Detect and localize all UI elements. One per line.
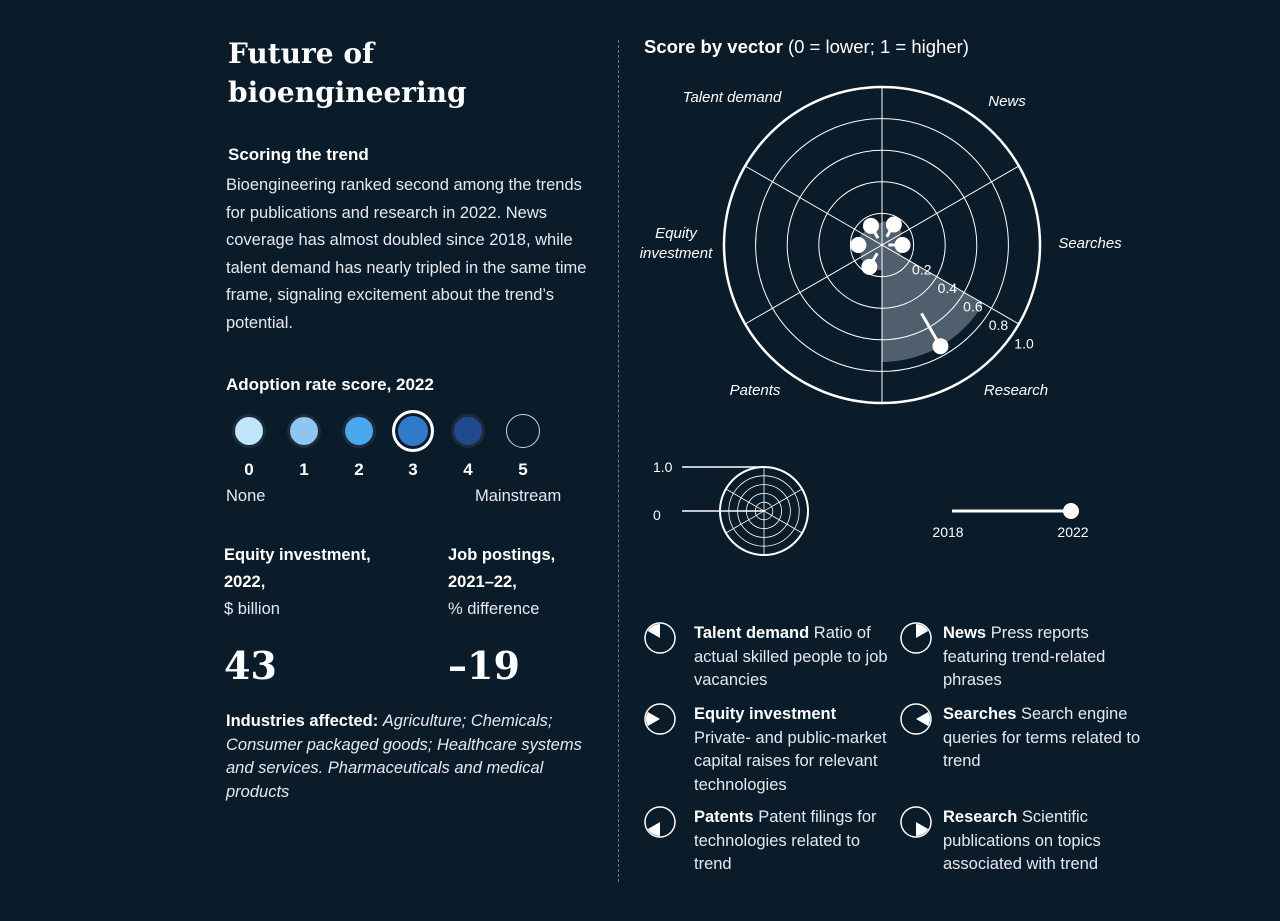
adoption-dot <box>342 414 376 448</box>
searches-icon <box>900 703 932 735</box>
adoption-level-5: 5 <box>498 410 548 480</box>
legend-item-research: Research Scientific publications on topi… <box>943 806 1143 877</box>
news-icon <box>900 622 932 654</box>
adoption-number: 4 <box>463 460 473 479</box>
radial-tick-label: 0.6 <box>963 298 983 314</box>
key-spoke <box>763 488 803 512</box>
legend-item-searches: Searches Search engine queries for terms… <box>943 703 1143 774</box>
industries-value: Agriculture; Chemicals; Consumer package… <box>226 712 582 801</box>
equity-investment-stat: Equity investment, 2022, $ billion 43 <box>224 542 424 688</box>
growth-dot-searches <box>894 237 911 253</box>
equity-label-line2: 2022, <box>224 573 266 591</box>
legend-item-description: Private- and public-market capital raise… <box>694 728 887 794</box>
growth-dot-patents <box>861 258 878 275</box>
year-end-label: 2022 <box>1057 524 1088 540</box>
adoption-dot <box>392 410 434 452</box>
adoption-number: 3 <box>408 460 418 479</box>
legend-item-description: Patent filings for technologies related … <box>694 808 877 873</box>
equity-unit: $ billion <box>224 600 280 618</box>
adoption-number: 2 <box>354 460 364 479</box>
key-spoke <box>763 510 803 534</box>
legend-item-name: Searches <box>943 705 1017 723</box>
jobs-value: –19 <box>448 643 520 688</box>
equity-investment-icon <box>644 703 676 735</box>
key-min-label: 0 <box>653 507 661 523</box>
trend-description: Bioengineering ranked second among the t… <box>226 176 587 332</box>
adoption-dot <box>451 414 485 448</box>
industries-affected: Industries affected: Agriculture; Chemic… <box>226 710 601 804</box>
key-spoke <box>725 488 765 512</box>
chart-title-bold: Score by vector <box>644 36 783 57</box>
industries-label: Industries affected: <box>226 712 379 730</box>
legend-item-patents: Patents Patent filings for technologies … <box>694 806 894 877</box>
adoption-heading: Adoption rate score, 2022 <box>226 375 434 394</box>
legend-item-description: Ratio of actual skilled people to job va… <box>694 624 888 689</box>
radar-wedge-research <box>882 245 984 362</box>
scoring-heading: Scoring the trend <box>228 145 369 164</box>
legend-item-news: News Press reports featuring trend-relat… <box>943 622 1143 693</box>
growth-dot-news <box>885 216 902 233</box>
adoption-level-0: 0 <box>224 410 274 480</box>
adoption-number: 0 <box>244 460 254 479</box>
talent-demand-icon <box>644 622 676 654</box>
equity-value: 43 <box>224 643 277 688</box>
vector-label-talent-demand: Talent demand <box>683 89 782 106</box>
radial-tick-label: 1.0 <box>1014 336 1034 352</box>
patents-icon <box>644 806 676 838</box>
column-divider <box>618 40 619 882</box>
growth-dot-equity-investment <box>850 237 867 253</box>
vector-label-news: News <box>988 93 1026 110</box>
jobs-label-line1: Job postings, <box>448 546 556 564</box>
radar-wedge-equity-investment <box>858 233 882 257</box>
adoption-level-2: 2 <box>334 410 384 480</box>
job-postings-stat: Job postings, 2021–22, % difference –19 <box>448 542 648 688</box>
chart-title: Score by vector (0 = lower; 1 = higher) <box>644 36 969 58</box>
legend-item-description: Search engine queries for terms related … <box>943 705 1141 770</box>
legend-item-name: Patents <box>694 808 754 826</box>
key-spoke <box>725 510 765 534</box>
legend-item-description: Press reports featuring trend-related ph… <box>943 624 1106 689</box>
page-title: Future of bioengineering <box>228 37 467 109</box>
scale-max-label: Mainstream <box>475 487 562 505</box>
chart-title-rest: (0 = lower; 1 = higher) <box>782 36 969 57</box>
legend-item-description: Scientific publications on topics associ… <box>943 808 1101 873</box>
legend-item-talent-demand: Talent demand Ratio of actual skilled pe… <box>694 622 894 693</box>
jobs-label-line2: 2021–22, <box>448 573 517 591</box>
adoption-number: 1 <box>299 460 309 479</box>
vector-label-research: Research <box>984 382 1048 399</box>
legend-item-name: Talent demand <box>694 624 810 642</box>
radar-spoke <box>744 244 883 325</box>
adoption-dot <box>506 414 540 448</box>
jobs-unit: % difference <box>448 600 540 618</box>
adoption-level-3: 3 <box>388 410 438 480</box>
scale-min-label: None <box>226 487 266 505</box>
adoption-dot <box>287 414 321 448</box>
adoption-dot <box>232 414 266 448</box>
radial-tick-label: 0.2 <box>912 261 932 277</box>
adoption-number: 5 <box>518 460 528 479</box>
vector-label-equity-investment: Equity investment <box>640 225 713 262</box>
growth-dot-research <box>932 338 949 355</box>
year-key-dot <box>1063 503 1079 519</box>
research-icon <box>900 806 932 838</box>
adoption-level-1: 1 <box>279 410 329 480</box>
radar-spoke <box>881 244 1020 325</box>
legend-item-name: News <box>943 624 987 642</box>
radial-tick-label: 0.4 <box>938 280 958 296</box>
adoption-level-4: 4 <box>443 410 493 480</box>
radar-spoke <box>744 165 883 246</box>
equity-label-line1: Equity investment, <box>224 546 371 564</box>
legend-item-name: Research <box>943 808 1018 826</box>
radar-spoke <box>881 165 1020 246</box>
key-max-label: 1.0 <box>653 459 673 475</box>
vector-label-searches: Searches <box>1058 235 1122 252</box>
growth-dot-talent-demand <box>862 217 879 234</box>
radial-tick-label: 0.8 <box>989 317 1009 333</box>
legend-item-equity-investment: Equity investment Private- and public-ma… <box>694 703 894 797</box>
vector-label-patents: Patents <box>730 382 781 399</box>
year-start-label: 2018 <box>932 524 963 540</box>
legend-item-name: Equity investment <box>694 705 837 723</box>
